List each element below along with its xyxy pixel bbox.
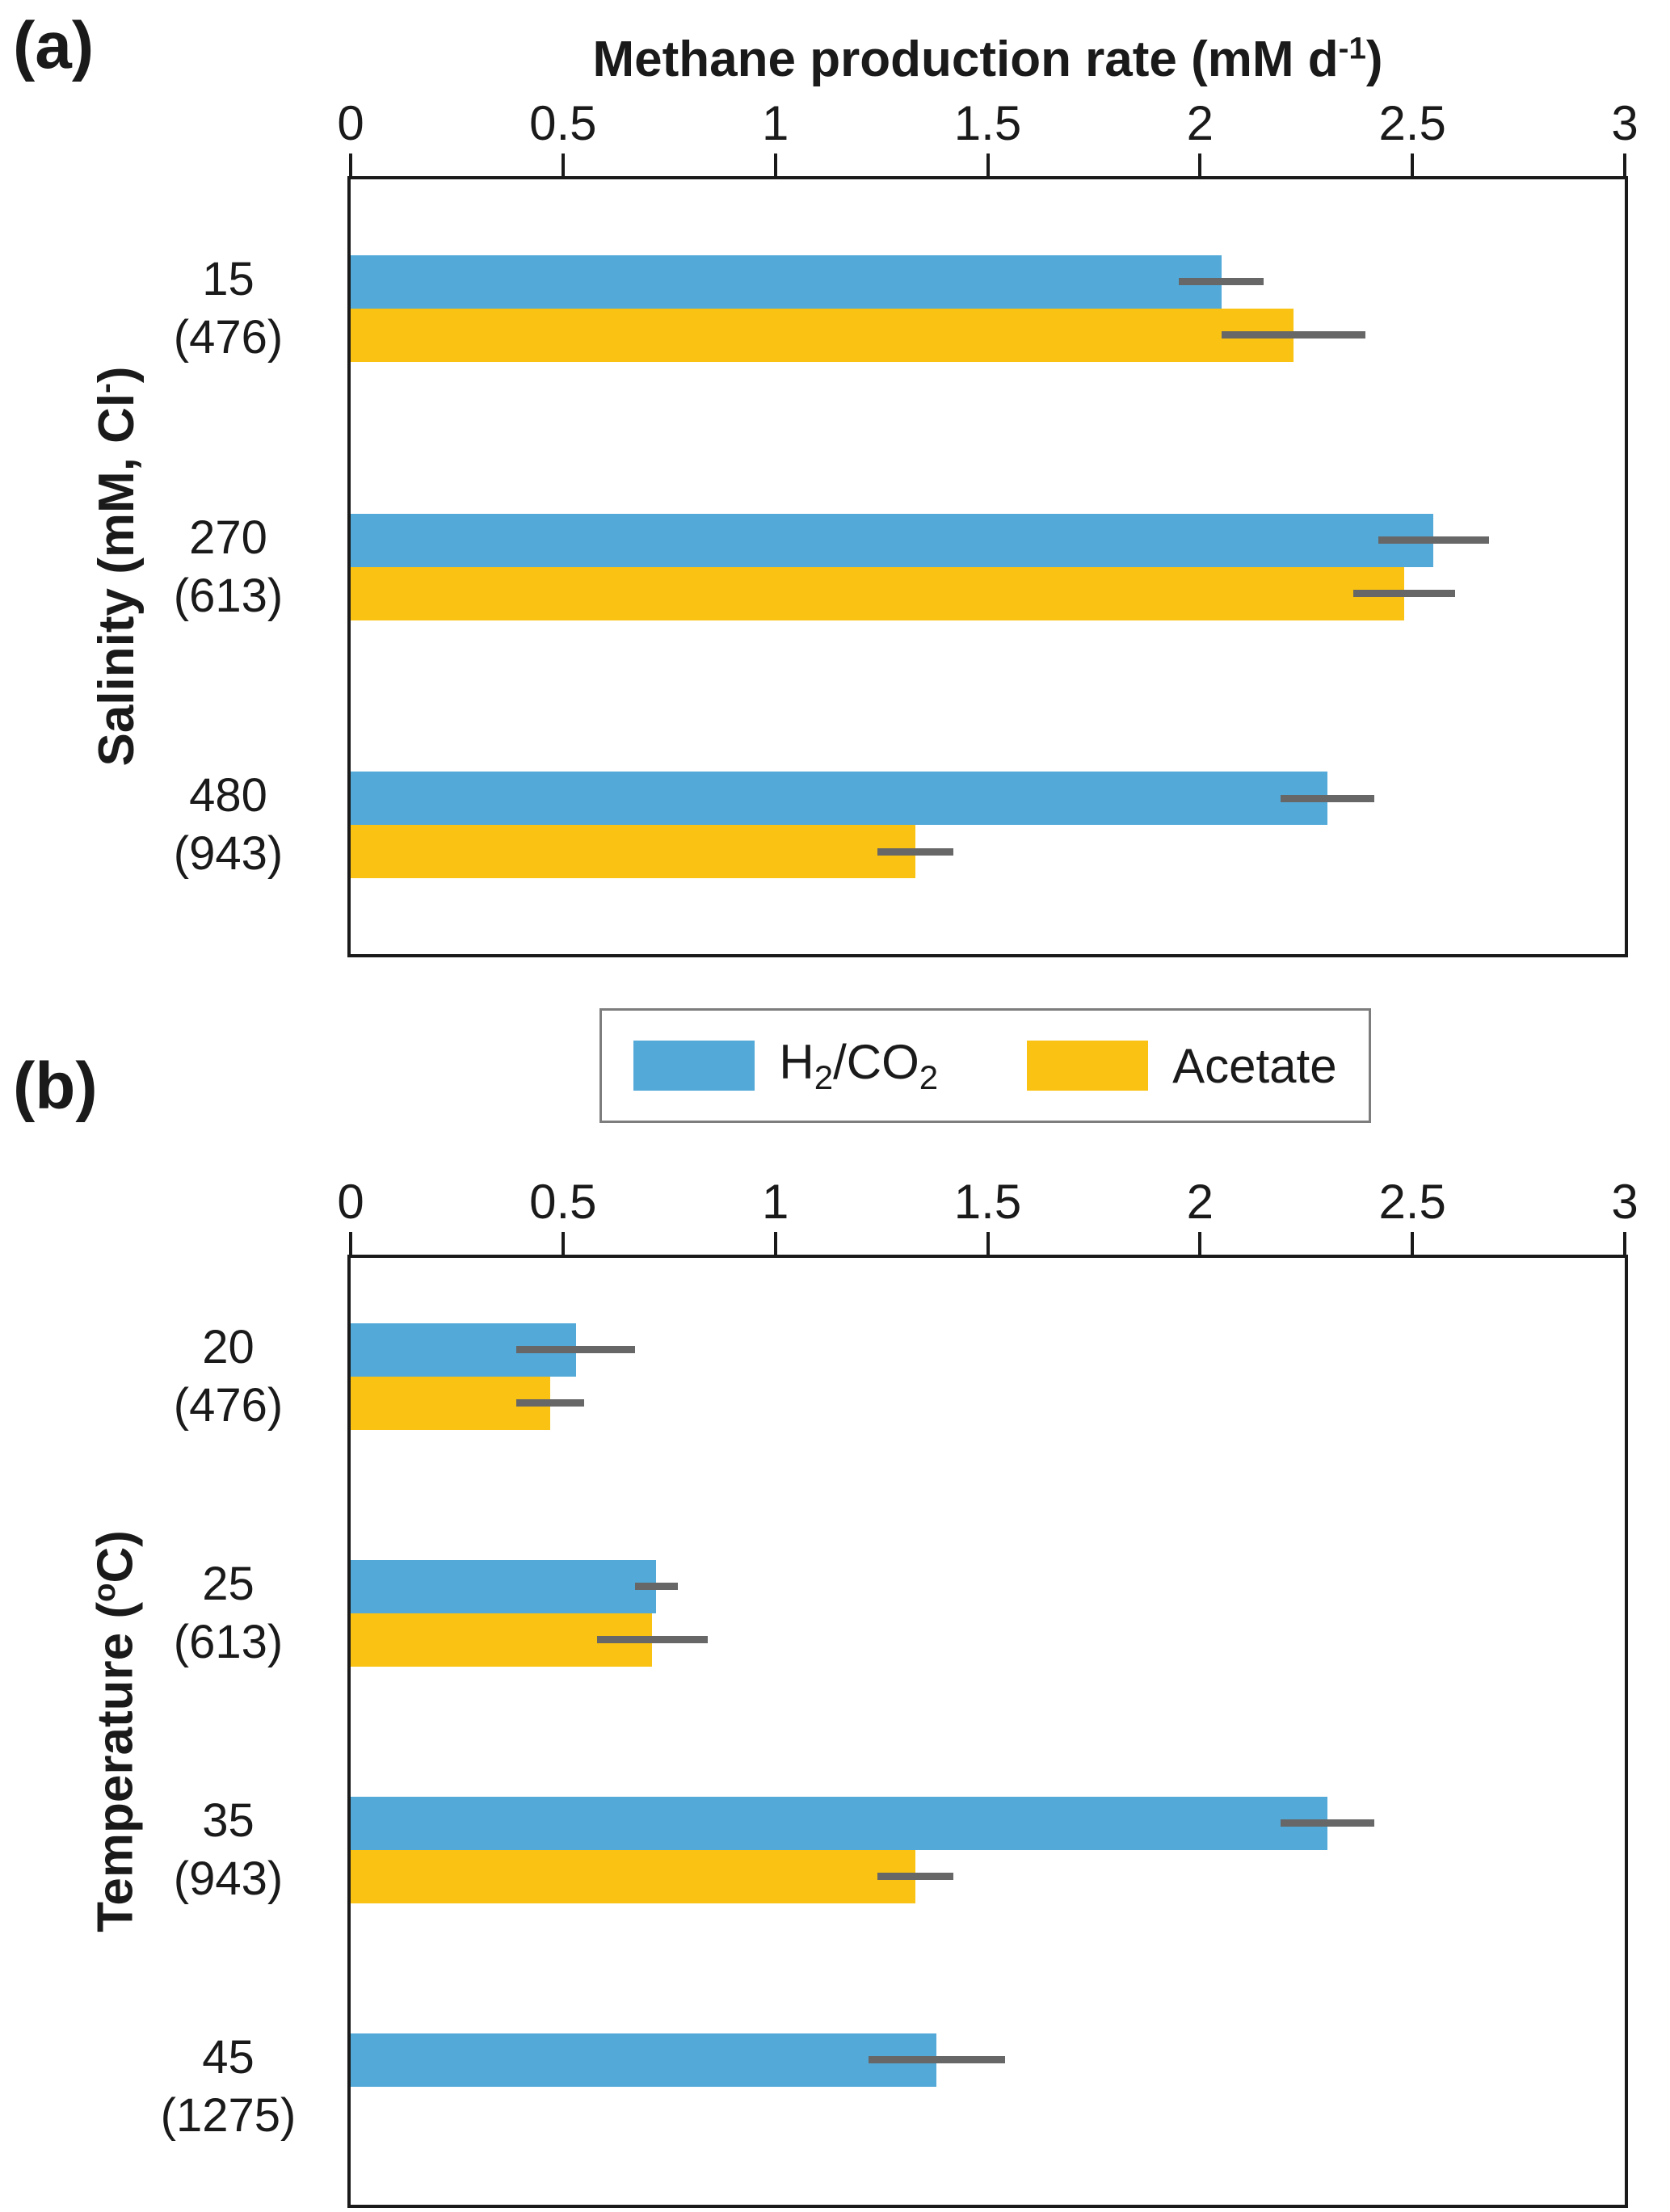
panel-b-x-tick-label: 1.5 — [953, 1175, 1022, 1229]
panel-b-x-tick-label: 3 — [1611, 1175, 1638, 1229]
panel-a-category-label: 480 (943) — [121, 767, 335, 883]
panel-b-x-tick-label: 0.5 — [529, 1175, 597, 1229]
panel-a-error-bar-h2co2 — [1179, 278, 1264, 286]
panel-a-x-tick-label: 3 — [1611, 96, 1638, 150]
panel-a-label: (a) — [13, 9, 95, 82]
panel-b-category-value: 25 — [202, 1557, 254, 1610]
plot-area-panel-b — [347, 1255, 1628, 2208]
panel-a-error-bar-acetate — [1352, 590, 1455, 597]
panel-b-bar-h2co2 — [351, 2033, 937, 2087]
panel-a-bar-h2co2 — [351, 254, 1222, 309]
panel-b-x-tick-mark — [561, 1232, 565, 1255]
panel-b-category-value: 35 — [202, 1794, 254, 1847]
panel-a-error-bar-acetate — [877, 847, 954, 856]
panel-b-category-sublabel: (613) — [173, 1615, 284, 1668]
x-axis-title-methane-production-rate: Methane production rate (mM d-1) — [592, 31, 1383, 87]
panel-a-category-value: 480 — [189, 769, 267, 822]
panel-b-error-bar-h2co2 — [869, 2056, 1005, 2063]
panel-b-x-tick-mark — [773, 1232, 777, 1255]
panel-a-category-label: 15 (476) — [121, 250, 335, 367]
legend-swatch-h2co2 — [633, 1041, 755, 1091]
panel-a-x-tick-mark — [1411, 153, 1415, 176]
panel-b-category-value: 45 — [202, 2030, 254, 2084]
panel-a-error-bar-h2co2 — [1378, 536, 1489, 544]
panel-a-category-sublabel: (613) — [173, 569, 284, 622]
panel-a-category-value: 15 — [202, 252, 254, 305]
panel-a-x-tick-label: 2.5 — [1378, 96, 1446, 150]
panel-b-error-bar-acetate — [516, 1399, 585, 1407]
panel-b-category-sublabel: (476) — [173, 1378, 284, 1432]
panel-a-x-tick-label: 1 — [761, 96, 789, 150]
panel-a-x-tick-mark — [561, 153, 565, 176]
panel-a-category-sublabel: (476) — [173, 310, 284, 364]
panel-b-bar-acetate — [351, 1849, 916, 1903]
panel-b-error-bar-acetate — [877, 1873, 954, 1880]
panel-b-x-tick-label: 2.5 — [1378, 1175, 1446, 1229]
panel-a-x-tick-mark — [349, 153, 352, 176]
panel-b-category-value: 20 — [202, 1320, 254, 1373]
panel-a-bar-h2co2 — [351, 772, 1328, 826]
legend-label-acetate: Acetate — [1172, 1038, 1337, 1093]
panel-b-error-bar-acetate — [596, 1636, 708, 1643]
legend: H2/CO2 Acetate — [599, 1008, 1371, 1123]
plot-area-panel-a — [347, 176, 1628, 957]
panel-b-category-label: 20 (476) — [121, 1318, 335, 1435]
panel-a-bar-acetate — [351, 566, 1404, 620]
panel-b-x-tick-label: 0 — [337, 1175, 364, 1229]
panel-a-bar-acetate — [351, 825, 916, 879]
legend-item-acetate: Acetate — [1027, 1038, 1337, 1094]
panel-a-bar-h2co2 — [351, 513, 1434, 567]
panel-a-error-bar-h2co2 — [1281, 794, 1374, 802]
panel-a-x-tick-mark — [1198, 153, 1202, 176]
panel-a-bar-acetate — [351, 308, 1294, 362]
panel-b-x-tick-mark — [349, 1232, 352, 1255]
panel-b-label: (b) — [13, 1049, 98, 1123]
legend-item-h2co2: H2/CO2 — [633, 1034, 938, 1097]
panel-b-bar-h2co2 — [351, 1559, 657, 1613]
legend-swatch-acetate — [1027, 1041, 1149, 1091]
panel-a-category-value: 270 — [189, 511, 267, 564]
panel-b-error-bar-h2co2 — [516, 1346, 636, 1353]
panel-b-category-label: 25 (613) — [121, 1555, 335, 1672]
panel-b-x-tick-mark — [1198, 1232, 1202, 1255]
panel-a-x-tick-label: 0.5 — [529, 96, 597, 150]
panel-b-x-tick-mark — [1411, 1232, 1415, 1255]
panel-b-category-sublabel: (1275) — [160, 2088, 297, 2142]
panel-b-error-bar-h2co2 — [1281, 1819, 1374, 1827]
panel-b-error-bar-h2co2 — [635, 1583, 678, 1590]
panel-b-category-label: 35 (943) — [121, 1792, 335, 1908]
panel-a-category-sublabel: (943) — [173, 827, 284, 881]
panel-b-x-tick-mark — [1623, 1232, 1626, 1255]
panel-a-x-tick-label: 0 — [337, 96, 364, 150]
panel-a-x-tick-mark — [1623, 153, 1626, 176]
panel-a-error-bar-acetate — [1221, 331, 1366, 339]
panel-a-x-tick-label: 2 — [1186, 96, 1214, 150]
panel-b-bar-h2co2 — [351, 1796, 1328, 1850]
panel-a-x-tick-mark — [986, 153, 990, 176]
panel-b-x-tick-mark — [986, 1232, 990, 1255]
panel-a-x-tick-label: 1.5 — [953, 96, 1022, 150]
panel-b-category-label: 45 (1275) — [121, 2029, 335, 2145]
panel-b-category-sublabel: (943) — [173, 1852, 284, 1905]
panel-a-category-label: 270 (613) — [121, 509, 335, 625]
panel-b-x-tick-label: 2 — [1186, 1175, 1214, 1229]
panel-b-x-tick-label: 1 — [761, 1175, 789, 1229]
panel-a-x-tick-mark — [773, 153, 777, 176]
legend-label-h2co2: H2/CO2 — [779, 1035, 939, 1096]
